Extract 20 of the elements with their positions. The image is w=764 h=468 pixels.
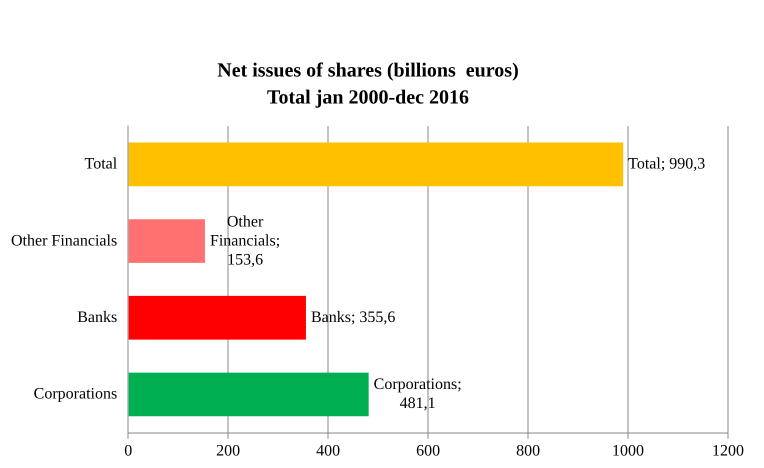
- data-label: Other Financials; 153,6: [210, 213, 280, 268]
- x-tick-label: 0: [124, 442, 132, 460]
- x-tick-label: 200: [216, 442, 240, 460]
- x-tick-label: 400: [316, 442, 340, 460]
- x-tick-label: 600: [416, 442, 440, 460]
- bar: [128, 219, 205, 263]
- x-tick-label: 800: [516, 442, 540, 460]
- data-label: Banks; 355,6: [310, 308, 396, 326]
- chart-title: Net issues of shares (billions euros) Total jan 2000-dec 2016: [217, 60, 519, 109]
- y-tick-label: Total: [84, 156, 118, 173]
- data-label: Total; 990,3: [628, 156, 706, 173]
- bar: [128, 372, 369, 416]
- y-tick-label: Other Financials: [10, 232, 118, 250]
- data-label: Corporations; 481,1: [374, 376, 462, 412]
- y-tick-label: Corporations: [34, 386, 118, 403]
- x-tick-label: 1200: [712, 442, 744, 460]
- y-tick-label: Banks: [77, 308, 118, 326]
- bar: [128, 296, 306, 340]
- x-tick-label: 1000: [612, 442, 644, 460]
- bar: [128, 142, 624, 186]
